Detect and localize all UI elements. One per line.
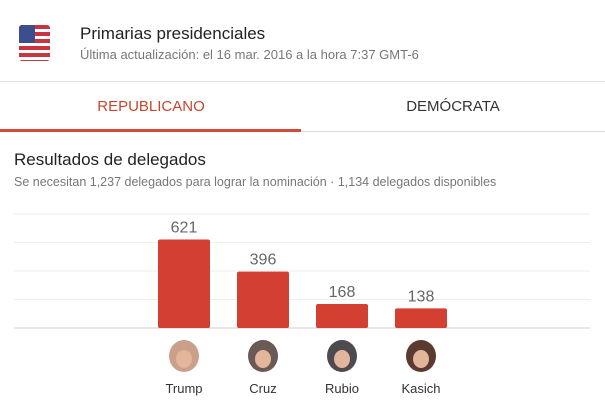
section-subtitle: Se necesitan 1,237 delegados para lograr… [14, 175, 497, 189]
section-title: Resultados de delegados [14, 150, 206, 169]
page-title: Primarias presidenciales [80, 24, 266, 43]
bar-trump [158, 239, 210, 328]
tab-democrata[interactable]: DEMÓCRATA [406, 98, 500, 115]
divider [0, 81, 605, 82]
candidate-name: Kasich [401, 381, 440, 396]
data-label: 168 [329, 284, 356, 301]
avatar-face [334, 350, 350, 368]
bar-cruz [237, 271, 289, 328]
avatar-face [413, 350, 429, 368]
active-tab-indicator [0, 129, 301, 132]
candidate-name: Trump [165, 381, 202, 396]
last-updated: Última actualización: el 16 mar. 2016 a … [80, 47, 419, 62]
data-label: 396 [250, 252, 277, 269]
delegate-bar-chart: 621 Trump 396 Cruz 168 Rubio 138 Kasich [14, 213, 590, 396]
candidate-name: Cruz [249, 381, 276, 396]
avatar-face [176, 350, 192, 368]
bar-kasich [395, 308, 447, 328]
tab-divider [0, 131, 605, 132]
candidate-name: Rubio [325, 381, 359, 396]
avatar-face [255, 350, 271, 368]
us-flag-icon [19, 25, 50, 61]
bar-rubio [316, 304, 368, 328]
data-label: 138 [408, 288, 435, 305]
data-label: 621 [171, 220, 198, 237]
tab-republicano[interactable]: REPUBLICANO [97, 98, 205, 115]
